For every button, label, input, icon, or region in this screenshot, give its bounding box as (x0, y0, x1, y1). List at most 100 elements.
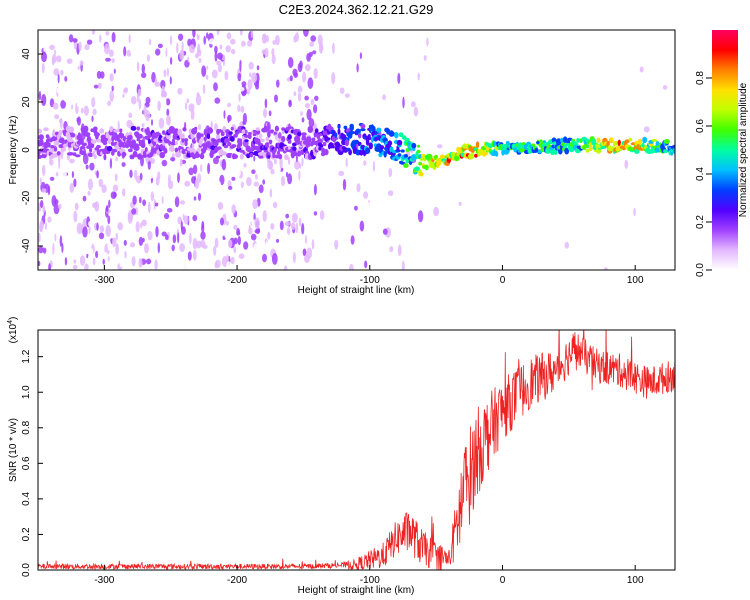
heatmap-cell (216, 30, 220, 36)
heatmap-cell (38, 139, 44, 147)
heatmap-cell (196, 201, 200, 214)
heatmap-cell (135, 221, 140, 233)
heatmap-cell (314, 95, 319, 102)
heatmap-cell (361, 31, 366, 42)
heatmap-cell (302, 248, 307, 257)
heatmap-cell (169, 57, 173, 65)
heatmap-cell (482, 151, 489, 156)
heatmap-cell (439, 154, 446, 159)
heatmap-cell (196, 240, 202, 249)
heatmap-cell (142, 150, 147, 156)
heatmap-cell (211, 69, 218, 79)
heatmap-cell (426, 37, 429, 47)
heatmap-cell (155, 48, 161, 56)
heatmap-cell (84, 132, 91, 137)
y-tick-label: 1.0 (21, 385, 32, 399)
heatmap-cell (227, 180, 232, 188)
heatmap-cell (475, 141, 480, 149)
heatmap-cell (141, 219, 147, 227)
page-title: C2E3.2024.362.12.21.G29 (278, 2, 434, 17)
heatmap-cell (399, 133, 403, 137)
heatmap-cell (403, 154, 408, 158)
heatmap-cell (69, 183, 75, 193)
heatmap-cell (313, 184, 317, 196)
heatmap-cell (49, 44, 55, 51)
heatmap-cell (186, 98, 190, 104)
heatmap-cell (90, 128, 94, 132)
heatmap-cell (216, 60, 222, 66)
heatmap-cell (289, 75, 293, 82)
heatmap-cell (297, 150, 302, 157)
heatmap-cell (109, 89, 114, 102)
heatmap-cell (378, 152, 383, 158)
heatmap-cell (402, 135, 407, 140)
heatmap-cell (220, 132, 225, 136)
spectrogram-y-ticks: -40 -20 0 20 40 (21, 48, 43, 253)
heatmap-cell (82, 226, 88, 238)
heatmap-cell (266, 121, 271, 134)
heatmap-cell (84, 30, 87, 35)
heatmap-cell (433, 206, 439, 217)
heatmap-cell (214, 45, 218, 54)
heatmap-cell (233, 246, 237, 254)
heatmap-cell (387, 190, 394, 197)
heatmap-cell (104, 137, 109, 142)
heatmap-cell (163, 189, 169, 199)
heatmap-cell (215, 155, 221, 159)
heatmap-cell (184, 140, 188, 147)
heatmap-cell (101, 184, 107, 193)
heatmap-cell (96, 144, 101, 149)
heatmap-cell (359, 52, 362, 60)
heatmap-cell (230, 126, 234, 131)
heatmap-cell (155, 226, 159, 238)
heatmap-cell (243, 241, 249, 250)
heatmap-cell (437, 144, 443, 149)
colorbar-tick-label: 0.6 (695, 119, 706, 133)
heatmap-cell (177, 87, 183, 95)
heatmap-cell (97, 82, 102, 90)
heatmap-cell (224, 70, 229, 81)
heatmap-cell (360, 128, 366, 132)
heatmap-cell (132, 195, 137, 205)
heatmap-cell (78, 41, 82, 51)
y-tick-label: 20 (21, 96, 32, 108)
heatmap-cell (174, 147, 179, 153)
heatmap-cell (85, 164, 89, 170)
heatmap-cell (128, 103, 134, 112)
heatmap-cell (358, 133, 362, 139)
heatmap-cell (356, 63, 359, 73)
heatmap-cell (247, 79, 253, 90)
heatmap-cell (103, 172, 109, 183)
heatmap-cell (197, 192, 202, 201)
heatmap-cell (63, 95, 69, 102)
heatmap-cell (105, 57, 111, 62)
heatmap-cell (400, 149, 405, 153)
heatmap-cell (389, 246, 394, 253)
heatmap-cell (117, 138, 121, 144)
heatmap-cell (179, 49, 185, 61)
heatmap-cell (140, 222, 143, 229)
heatmap-cell (114, 173, 118, 182)
heatmap-cell (230, 38, 236, 45)
heatmap-cell (391, 131, 395, 137)
heatmap-cell (81, 241, 85, 250)
heatmap-cell (93, 154, 97, 160)
heatmap-cell (272, 40, 276, 45)
heatmap-cell (112, 184, 119, 192)
heatmap-cell (119, 80, 125, 90)
heatmap-cell (105, 225, 111, 237)
heatmap-cell (77, 116, 81, 126)
heatmap-cell (71, 171, 74, 178)
heatmap-cell (359, 220, 365, 232)
heatmap-cell (264, 98, 268, 109)
heatmap-cell (198, 139, 203, 146)
heatmap-cell (319, 144, 324, 148)
heatmap-cell (58, 203, 62, 210)
heatmap-cell (187, 38, 192, 47)
heatmap-cell (200, 231, 206, 240)
heatmap-cell (196, 132, 201, 140)
heatmap-cell (54, 114, 60, 120)
heatmap-cell (196, 92, 200, 98)
heatmap-cell (198, 124, 202, 131)
heatmap-cell (154, 81, 161, 87)
